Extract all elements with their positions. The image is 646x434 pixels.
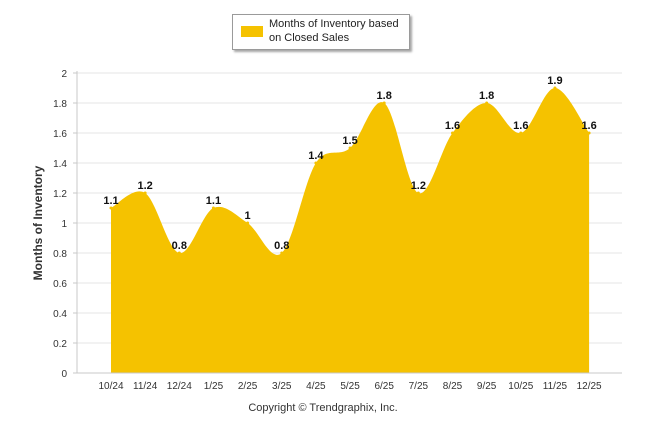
y-tick-label: 1 — [61, 219, 67, 230]
data-point — [485, 101, 489, 105]
data-label: 1 — [245, 210, 251, 222]
y-tick-label: 0.8 — [53, 249, 67, 260]
x-tick-label: 9/25 — [477, 381, 497, 392]
y-tick-label: 1.2 — [53, 189, 67, 200]
data-label: 1.8 — [479, 90, 494, 102]
y-tick-labels: 0 0.2 0.4 0.6 0.8 1 1.2 1.4 1.6 1.8 2 — [53, 69, 67, 380]
data-point — [451, 131, 454, 135]
x-tick-label: 11/25 — [543, 381, 568, 392]
data-point — [211, 206, 215, 210]
x-tick-label: 10/25 — [508, 381, 533, 392]
x-tick-label: 12/24 — [167, 381, 192, 392]
data-label: 1.9 — [547, 75, 562, 87]
x-tick-label: 3/25 — [272, 381, 292, 392]
data-point — [553, 86, 557, 90]
x-tick-label: 11/24 — [133, 381, 158, 392]
data-label: 1.6 — [581, 120, 596, 132]
x-tick-label: 7/25 — [409, 381, 429, 392]
data-point — [143, 191, 147, 195]
y-tick-label: 0.2 — [53, 339, 67, 350]
legend-label: Months of Inventory based on Closed Sale… — [269, 18, 399, 44]
x-tick-label: 2/25 — [238, 381, 258, 392]
y-tick-label: 1.6 — [53, 129, 67, 140]
data-point — [314, 161, 318, 165]
x-tick-labels: 10/24 11/24 12/24 1/25 2/25 3/25 4/25 5/25 6/25 7… — [98, 381, 602, 392]
data-label: 1.6 — [445, 120, 460, 132]
data-point — [177, 251, 181, 255]
copyright-text: Copyright © Trendgraphix, Inc. — [248, 402, 398, 414]
data-point — [416, 191, 420, 195]
y-tick-label: 0.4 — [53, 309, 67, 320]
data-label: 1.1 — [103, 195, 118, 207]
y-tick-label: 0 — [61, 369, 67, 380]
data-point — [246, 221, 250, 225]
data-label: 1.4 — [308, 150, 324, 162]
y-tick-label: 0.6 — [53, 279, 67, 290]
y-tick-label: 2 — [61, 69, 67, 80]
area-series — [109, 86, 591, 373]
data-label: 1.1 — [206, 195, 221, 207]
area-fill — [111, 88, 590, 373]
x-tick-label: 6/25 — [374, 381, 394, 392]
x-tick-label: 4/25 — [306, 381, 326, 392]
data-point — [587, 131, 591, 135]
data-label: 0.8 — [274, 240, 289, 252]
x-tick-label: 8/25 — [443, 381, 463, 392]
x-tick-label: 10/24 — [98, 381, 123, 392]
data-point — [109, 206, 113, 210]
y-tick-label: 1.8 — [53, 99, 67, 110]
data-labels: 1.1 1.2 0.8 1.1 1 0.8 1.4 1.5 1.8 1.2 1.6 1.8 1.6 1.9… — [103, 75, 596, 252]
data-point — [280, 251, 284, 255]
x-tick-label: 12/25 — [577, 381, 602, 392]
y-axis-label: Months of Inventory — [31, 165, 45, 280]
x-tick-label: 1/25 — [204, 381, 224, 392]
x-tick-label: 5/25 — [340, 381, 360, 392]
data-label: 1.5 — [342, 135, 357, 147]
legend-swatch — [241, 26, 263, 37]
data-point — [382, 101, 386, 105]
data-label: 1.2 — [138, 180, 153, 192]
data-point — [519, 131, 523, 135]
data-label: 1.8 — [377, 90, 392, 102]
axes — [73, 71, 622, 374]
data-label: 0.8 — [172, 240, 187, 252]
data-label: 1.6 — [513, 120, 528, 132]
y-tick-label: 1.4 — [53, 159, 67, 170]
data-label: 1.2 — [411, 180, 426, 192]
data-point — [348, 146, 352, 150]
legend: Months of Inventory based on Closed Sale… — [232, 14, 410, 50]
